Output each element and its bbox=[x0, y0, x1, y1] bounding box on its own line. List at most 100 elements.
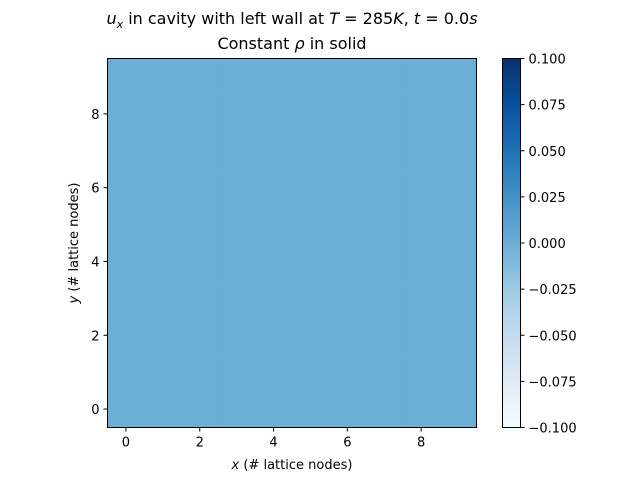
x-tick-label: 2 bbox=[196, 436, 204, 451]
x-tick-label: 4 bbox=[269, 436, 277, 451]
heatmap-cell bbox=[402, 95, 440, 133]
heatmap-cell bbox=[365, 95, 404, 133]
x-axis-label: x (# lattice nodes) bbox=[231, 458, 353, 473]
heatmap-cell bbox=[255, 243, 293, 281]
heatmap-cell bbox=[218, 132, 256, 170]
colorbar-tick-label: −0.050 bbox=[529, 329, 577, 344]
heatmap-cell bbox=[181, 279, 219, 318]
colorbar-tick-label: 0.100 bbox=[529, 53, 566, 68]
y-tick-label: 4 bbox=[91, 255, 99, 270]
heatmap-cell bbox=[292, 279, 330, 318]
heatmap-cell bbox=[107, 279, 145, 318]
heatmap-cell bbox=[218, 390, 256, 428]
heatmap-cell bbox=[255, 169, 293, 207]
heatmap-cell bbox=[255, 206, 293, 244]
heatmap-cell bbox=[218, 243, 256, 281]
heatmap-cell bbox=[144, 316, 182, 355]
heatmap-cell bbox=[328, 58, 367, 96]
heatmap-cell bbox=[144, 206, 182, 244]
heatmap-cell bbox=[365, 58, 404, 96]
heatmap-cell bbox=[181, 206, 219, 244]
heatmap-cell bbox=[144, 279, 182, 318]
heatmap-cell bbox=[292, 353, 330, 391]
x-tick-label: 8 bbox=[417, 436, 425, 451]
heatmap-cell bbox=[255, 279, 293, 318]
heatmap-cell bbox=[365, 206, 404, 244]
heatmap-cell bbox=[365, 316, 404, 355]
heatmap-cell bbox=[439, 169, 477, 207]
colorbar-tick-label: 0.075 bbox=[529, 99, 566, 114]
heatmap-cell bbox=[107, 353, 145, 391]
heatmap-cell bbox=[328, 279, 367, 318]
heatmap-cell bbox=[402, 206, 440, 244]
heatmap-cell bbox=[218, 279, 256, 318]
colorbar-tick-label: 0.025 bbox=[529, 191, 566, 206]
heatmap-cell bbox=[255, 353, 293, 391]
heatmap-cell bbox=[402, 243, 440, 281]
colorbar-tick-label: −0.100 bbox=[529, 422, 577, 437]
plot-frame bbox=[107, 58, 477, 428]
heatmap-cell bbox=[328, 132, 367, 170]
heatmap-cell bbox=[181, 169, 219, 207]
heatmap-cell bbox=[144, 243, 182, 281]
heatmap-cell bbox=[144, 95, 182, 133]
heatmap-cell bbox=[144, 169, 182, 207]
heatmap-cell bbox=[402, 279, 440, 318]
heatmap-cell bbox=[107, 169, 145, 207]
chart-title-line2: Constant ρ in solid bbox=[217, 34, 366, 53]
y-axis-label: y (# lattice nodes) bbox=[67, 183, 82, 305]
heatmap-cell bbox=[439, 243, 477, 281]
heatmap-cell bbox=[144, 353, 182, 391]
heatmap-cell bbox=[439, 390, 477, 428]
heatmap-cell bbox=[328, 243, 367, 281]
y-axis-ticks: 0 2 4 6 8 bbox=[91, 108, 108, 418]
heatmap-cell bbox=[181, 353, 219, 391]
heatmap-cell bbox=[292, 243, 330, 281]
heatmap-cell bbox=[218, 206, 256, 244]
heatmap-cell bbox=[181, 95, 219, 133]
heatmap-cell bbox=[255, 390, 293, 428]
heatmap-cell bbox=[181, 58, 219, 96]
heatmap-cell bbox=[365, 132, 404, 170]
heatmap-cell bbox=[365, 390, 404, 428]
heatmap-cell bbox=[144, 132, 182, 170]
colorbar-tick-label: −0.075 bbox=[529, 375, 577, 390]
heatmap-cell bbox=[439, 279, 477, 318]
chart-title-line1: ux in cavity with left wall at T = 285K,… bbox=[106, 9, 477, 31]
heatmap-cell bbox=[292, 169, 330, 207]
heatmap-cell bbox=[292, 95, 330, 133]
heatmap-cell bbox=[439, 316, 477, 355]
heatmap-cell bbox=[107, 95, 145, 133]
heatmap-cell bbox=[328, 316, 367, 355]
colorbar bbox=[502, 58, 521, 428]
heatmap-cells bbox=[107, 58, 477, 428]
colorbar-tick-label: −0.025 bbox=[529, 283, 577, 298]
heatmap-cell bbox=[255, 316, 293, 355]
heatmap-cell bbox=[144, 390, 182, 428]
y-tick-label: 2 bbox=[91, 329, 99, 344]
heatmap-cell bbox=[292, 58, 330, 96]
heatmap-cell bbox=[218, 95, 256, 133]
y-tick-label: 8 bbox=[91, 108, 99, 123]
heatmap-cell bbox=[144, 58, 182, 96]
colorbar-tick-label: 0.000 bbox=[529, 237, 566, 252]
colorbar-tick-label: 0.050 bbox=[529, 145, 566, 160]
x-tick-label: 0 bbox=[122, 436, 130, 451]
heatmap-cell bbox=[107, 243, 145, 281]
heatmap-cell bbox=[107, 206, 145, 244]
heatmap-cell bbox=[107, 316, 145, 355]
heatmap-cell bbox=[328, 95, 367, 133]
heatmap-cell bbox=[439, 132, 477, 170]
heatmap-cell bbox=[328, 353, 367, 391]
heatmap-cell bbox=[218, 353, 256, 391]
heatmap-cell bbox=[292, 316, 330, 355]
heatmap-cell bbox=[181, 243, 219, 281]
heatmap-cell bbox=[292, 132, 330, 170]
heatmap-cell bbox=[218, 316, 256, 355]
heatmap-cell bbox=[402, 353, 440, 391]
heatmap-cell bbox=[181, 132, 219, 170]
heatmap-cell bbox=[402, 58, 440, 96]
heatmap-cell bbox=[218, 169, 256, 207]
heatmap-cell bbox=[402, 169, 440, 207]
